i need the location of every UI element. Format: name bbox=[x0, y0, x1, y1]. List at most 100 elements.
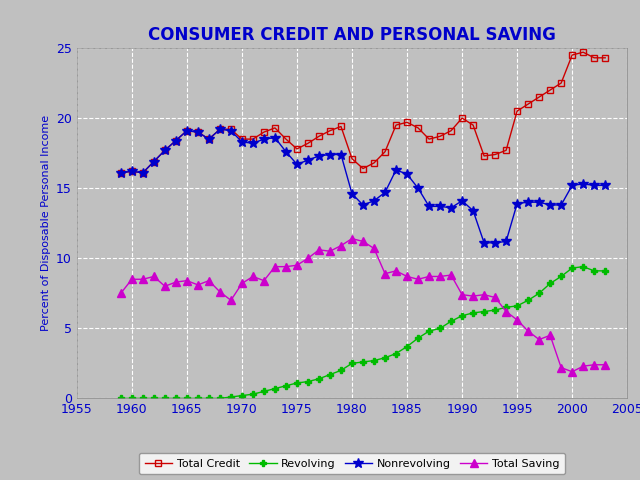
Revolving bbox=[161, 396, 169, 401]
Total Saving bbox=[205, 278, 212, 284]
Total Credit bbox=[414, 125, 422, 131]
Nonrevolving bbox=[513, 201, 521, 206]
Nonrevolving bbox=[238, 139, 246, 145]
Nonrevolving bbox=[436, 204, 444, 209]
Total Saving bbox=[590, 362, 598, 368]
Nonrevolving bbox=[590, 182, 598, 188]
Nonrevolving bbox=[359, 202, 367, 208]
Nonrevolving bbox=[392, 167, 400, 173]
Nonrevolving bbox=[139, 170, 147, 176]
Nonrevolving bbox=[293, 161, 301, 167]
Total Saving bbox=[447, 272, 455, 278]
Total Credit bbox=[447, 128, 455, 133]
Revolving bbox=[513, 303, 521, 309]
Total Credit bbox=[227, 126, 235, 132]
Total Saving bbox=[458, 292, 466, 298]
Total Credit bbox=[579, 49, 587, 55]
Nonrevolving bbox=[260, 136, 268, 142]
Total Saving bbox=[403, 274, 411, 279]
Total Credit bbox=[216, 126, 224, 132]
Revolving bbox=[304, 379, 312, 384]
Total Saving bbox=[216, 289, 224, 295]
Total Credit bbox=[492, 152, 499, 157]
Nonrevolving bbox=[480, 240, 488, 246]
Total Credit bbox=[403, 120, 411, 125]
Nonrevolving bbox=[535, 199, 543, 205]
Total Credit bbox=[238, 136, 246, 142]
Revolving bbox=[370, 358, 378, 363]
Total Credit bbox=[172, 138, 180, 144]
Revolving bbox=[282, 383, 290, 389]
Revolving bbox=[271, 386, 279, 392]
Total Credit bbox=[436, 133, 444, 139]
Total Credit bbox=[282, 136, 290, 142]
Revolving bbox=[315, 376, 323, 382]
Total Credit bbox=[139, 170, 147, 176]
Revolving bbox=[602, 268, 609, 274]
Revolving bbox=[381, 355, 389, 360]
Total Saving bbox=[161, 283, 169, 289]
Revolving bbox=[502, 304, 510, 310]
Total Saving bbox=[547, 333, 554, 338]
Total Credit bbox=[205, 136, 212, 142]
Total Saving bbox=[524, 328, 532, 334]
Nonrevolving bbox=[381, 190, 389, 195]
Line: Total Credit: Total Credit bbox=[117, 49, 609, 176]
Total Saving bbox=[337, 243, 345, 249]
Total Credit bbox=[513, 108, 521, 114]
Nonrevolving bbox=[492, 240, 499, 246]
Line: Revolving: Revolving bbox=[117, 263, 609, 402]
Total Saving bbox=[315, 247, 323, 252]
Total Credit bbox=[381, 149, 389, 155]
Total Saving bbox=[436, 274, 444, 279]
Revolving bbox=[227, 394, 235, 400]
Total Saving bbox=[414, 276, 422, 282]
Total Saving bbox=[128, 276, 136, 282]
Revolving bbox=[535, 290, 543, 296]
Revolving bbox=[293, 380, 301, 386]
Nonrevolving bbox=[326, 152, 334, 157]
Nonrevolving bbox=[227, 128, 235, 133]
Revolving bbox=[447, 318, 455, 324]
Nonrevolving bbox=[602, 182, 609, 188]
Revolving bbox=[326, 372, 334, 377]
Total Credit bbox=[161, 147, 169, 153]
Revolving bbox=[150, 396, 157, 401]
Revolving bbox=[469, 310, 477, 316]
Revolving bbox=[238, 393, 246, 398]
Total Saving bbox=[194, 282, 202, 288]
Total Saving bbox=[117, 290, 125, 296]
Total Saving bbox=[492, 295, 499, 300]
Revolving bbox=[568, 265, 576, 271]
Nonrevolving bbox=[128, 168, 136, 174]
Nonrevolving bbox=[547, 202, 554, 208]
Total Saving bbox=[392, 268, 400, 274]
Total Credit bbox=[293, 146, 301, 152]
Total Saving bbox=[425, 274, 433, 279]
Total Saving bbox=[172, 279, 180, 285]
Revolving bbox=[590, 268, 598, 274]
Revolving bbox=[436, 325, 444, 331]
Total Credit bbox=[480, 153, 488, 159]
Revolving bbox=[480, 309, 488, 314]
Total Credit bbox=[547, 87, 554, 93]
Nonrevolving bbox=[557, 202, 565, 208]
Total Saving bbox=[359, 239, 367, 244]
Total Credit bbox=[359, 166, 367, 171]
Total Saving bbox=[602, 362, 609, 368]
Total Saving bbox=[513, 317, 521, 323]
Revolving bbox=[216, 396, 224, 401]
Total Credit bbox=[602, 55, 609, 60]
Total Saving bbox=[304, 255, 312, 261]
Total Credit bbox=[590, 55, 598, 60]
Revolving bbox=[403, 344, 411, 349]
Total Saving bbox=[282, 264, 290, 270]
Total Credit bbox=[249, 136, 257, 142]
Total Credit bbox=[315, 133, 323, 139]
Total Credit bbox=[425, 136, 433, 142]
Total Saving bbox=[139, 276, 147, 282]
Revolving bbox=[392, 351, 400, 357]
Revolving bbox=[492, 307, 499, 313]
Line: Total Saving: Total Saving bbox=[116, 234, 609, 376]
Revolving bbox=[414, 335, 422, 341]
